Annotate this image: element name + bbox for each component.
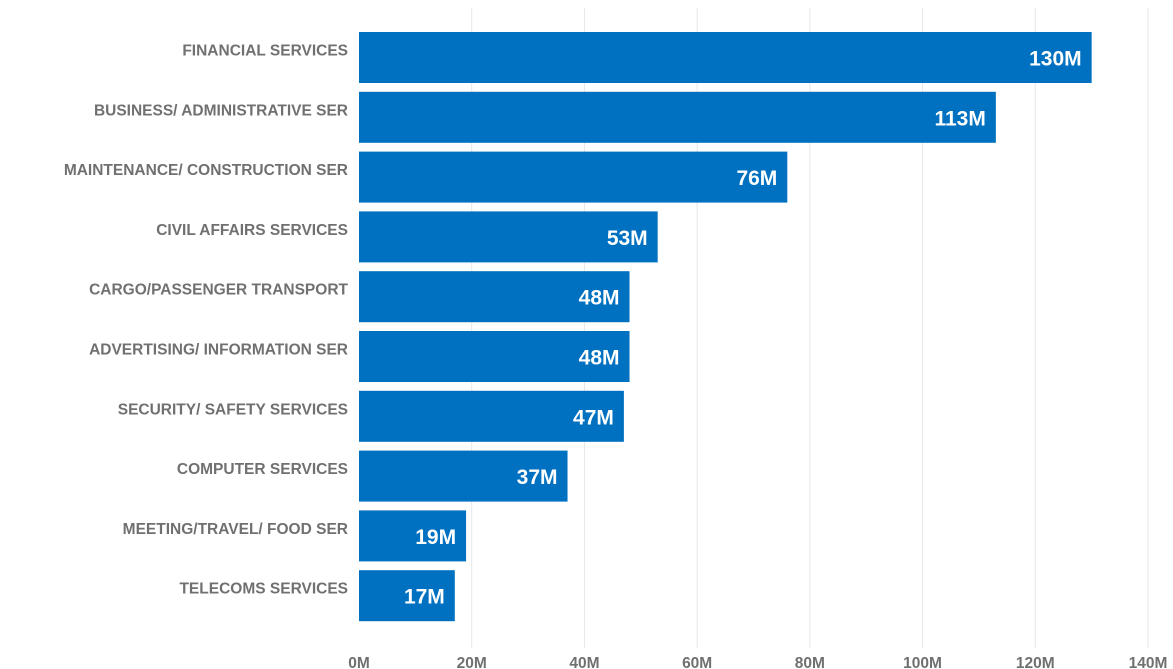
category-label: ADVERTISING/ INFORMATION SER <box>89 342 348 359</box>
bar-data-label: 113M <box>934 107 985 130</box>
bar-data-label: 130M <box>1029 48 1082 71</box>
category-axis: FINANCIAL SERVICES BUSINESS/ ADMINISTRATI… <box>64 43 349 598</box>
bar-data-label: 48M <box>579 287 620 310</box>
x-tick-label: 40M <box>569 655 599 669</box>
bar <box>359 271 630 323</box>
bar <box>359 151 788 203</box>
category-label: SECURITY/ SAFETY SERVICES <box>118 401 348 418</box>
x-tick-label: 60M <box>682 655 712 669</box>
bar-data-label: 19M <box>415 526 456 549</box>
category-label: BUSINESS/ ADMINISTRATIVE SER <box>94 102 348 119</box>
bar-data-label: 37M <box>517 466 558 489</box>
bar <box>359 32 1092 83</box>
x-tick-label: 80M <box>795 655 825 669</box>
x-tick-label: 100M <box>903 655 942 669</box>
bar <box>359 211 658 263</box>
category-label: CARGO/PASSENGER TRANSPORT <box>89 282 348 299</box>
bar-data-label: 53M <box>607 227 648 250</box>
bar <box>359 450 568 502</box>
bar <box>359 570 455 622</box>
bar-data-label: 48M <box>579 347 620 370</box>
x-tick-label: 20M <box>457 655 487 669</box>
x-tick-label: 120M <box>1016 655 1055 669</box>
bar <box>359 390 624 442</box>
value-axis: 0M 20M 40M 60M 80M 100M 120M 140M <box>348 655 1167 669</box>
bar <box>359 331 630 382</box>
bar <box>359 510 467 562</box>
category-label: COMPUTER SERVICES <box>177 461 348 478</box>
bars <box>359 32 1092 622</box>
bar-data-label: 47M <box>573 406 614 429</box>
bar <box>359 91 996 143</box>
category-label: FINANCIAL SERVICES <box>182 43 348 60</box>
category-label: TELECOMS SERVICES <box>179 581 348 598</box>
bar-data-label: 17M <box>404 586 445 609</box>
category-label: MEETING/TRAVEL/ FOOD SER <box>123 521 348 538</box>
x-tick-label: 140M <box>1129 655 1168 669</box>
bar-data-label: 76M <box>736 167 777 190</box>
category-label: CIVIL AFFAIRS SERVICES <box>156 222 348 239</box>
data-labels: 130M 113M 76M 53M 48M 48M 47M 37M 19M 17M <box>404 48 1082 609</box>
x-tick-label: 0M <box>348 655 370 669</box>
category-label: MAINTENANCE/ CONSTRUCTION SER <box>64 162 348 179</box>
